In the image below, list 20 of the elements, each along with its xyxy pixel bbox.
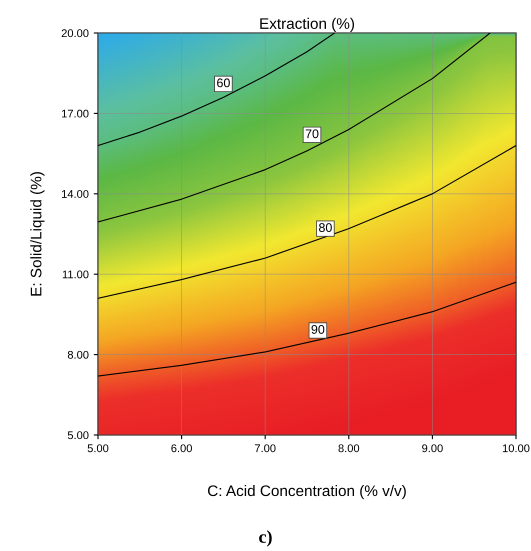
x-tick-label: 9.00	[422, 444, 443, 452]
y-axis-title: E: Solid/Liquid (%)	[30, 172, 45, 296]
text: c)	[259, 530, 272, 547]
y-tick-label: 8.00	[68, 350, 89, 359]
x-tick-label: 7.00	[254, 444, 276, 452]
y-tick-label: 11.00	[62, 270, 89, 278]
y-tick-label: 5.00	[68, 431, 89, 440]
x-tick-label: 10.00	[502, 444, 530, 452]
annotation: 60	[217, 78, 230, 88]
x-axis-title: C: Acid Concentration (% v/v)	[208, 484, 406, 500]
x-tick-label: 5.00	[88, 444, 108, 452]
annotation: 80	[318, 223, 332, 232]
annotation: 90	[312, 324, 324, 334]
y-tick-label: 20.00	[62, 29, 89, 38]
y-tick-label: 17.00	[62, 110, 89, 118]
y-tick-label: 14.00	[62, 190, 89, 198]
annotation: 70	[306, 129, 318, 138]
x-tick-label: 8.00	[338, 444, 360, 452]
x-tick-label: 6.00	[171, 444, 192, 452]
chart-title: Extraction (%)	[260, 18, 354, 32]
